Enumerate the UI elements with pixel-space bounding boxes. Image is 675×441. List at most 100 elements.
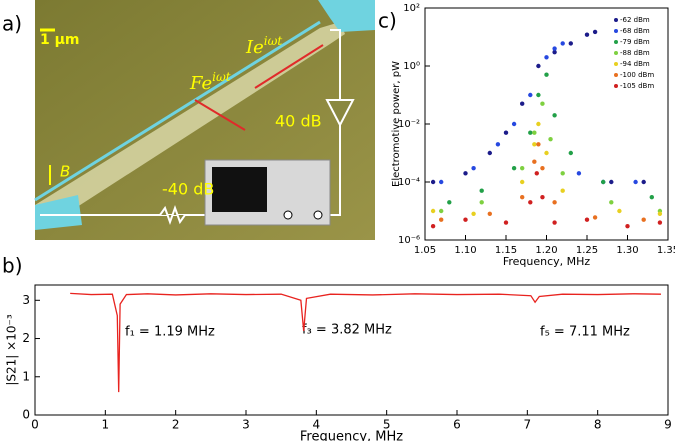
x-tick-label: 1.10 bbox=[454, 245, 476, 256]
data-point bbox=[528, 200, 533, 205]
x-tick-label: 9 bbox=[664, 418, 672, 432]
x-tick-label: 1.25 bbox=[576, 245, 598, 256]
y-tick-label: 10⁰ bbox=[403, 61, 420, 72]
x-tick-label: 1.35 bbox=[657, 245, 675, 256]
data-point bbox=[552, 113, 557, 118]
data-point bbox=[584, 32, 590, 37]
amp-label: 40 dB bbox=[275, 112, 322, 131]
x-tick-label: 1.05 bbox=[414, 245, 436, 256]
data-point bbox=[592, 29, 598, 35]
data-point bbox=[463, 171, 468, 176]
data-point bbox=[528, 130, 533, 135]
legend-label: -105 dBm bbox=[620, 82, 654, 90]
port bbox=[283, 210, 293, 220]
atten-label: -40 dB bbox=[162, 180, 214, 199]
current-label: Ieiωt bbox=[245, 34, 282, 59]
annotation: f₁ = 1.19 MHz bbox=[125, 325, 215, 340]
data-point bbox=[534, 171, 539, 176]
data-point bbox=[430, 179, 436, 185]
y-axis-label: Electromotive power, pW bbox=[391, 61, 402, 187]
data-point bbox=[536, 92, 541, 98]
data-point bbox=[544, 55, 549, 60]
data-point bbox=[584, 217, 590, 222]
data-point bbox=[540, 101, 545, 106]
data-point bbox=[592, 215, 598, 220]
data-point bbox=[544, 150, 549, 156]
data-point bbox=[511, 121, 517, 127]
data-point bbox=[552, 46, 557, 51]
data-point bbox=[536, 63, 541, 69]
legend-swatch bbox=[614, 29, 618, 33]
arrow bbox=[194, 99, 246, 131]
data-point bbox=[536, 142, 541, 147]
data-point bbox=[503, 220, 509, 225]
data-point bbox=[430, 208, 436, 214]
plot-frame bbox=[34, 284, 669, 416]
data-point bbox=[617, 208, 622, 214]
data-point bbox=[625, 223, 630, 229]
data-point bbox=[548, 136, 553, 142]
pad bbox=[35, 195, 82, 230]
y-tick-label: 10⁻² bbox=[398, 119, 420, 130]
data-point bbox=[430, 223, 436, 229]
data-point bbox=[520, 165, 525, 171]
y-tick-label: 2 bbox=[22, 331, 30, 345]
data-point bbox=[576, 171, 582, 176]
x-tick-label: 1.30 bbox=[616, 245, 638, 256]
legend-label: -88 dBm bbox=[620, 49, 650, 57]
data-point bbox=[520, 194, 525, 200]
data-point bbox=[479, 188, 484, 193]
annotation: f₅ = 7.11 MHz bbox=[540, 325, 630, 340]
data-point bbox=[609, 179, 614, 185]
data-point bbox=[520, 179, 525, 185]
y-tick-label: 3 bbox=[22, 293, 30, 307]
data-point bbox=[560, 41, 565, 46]
force-label: Feiωt bbox=[189, 70, 231, 95]
legend-swatch bbox=[614, 62, 618, 66]
data-point bbox=[520, 101, 525, 106]
legend-label: -68 dBm bbox=[620, 27, 650, 35]
legend-label: -94 dBm bbox=[620, 60, 650, 68]
x-tick-label: 7 bbox=[524, 418, 532, 432]
legend-swatch bbox=[614, 40, 618, 44]
scale-label: 1 µm bbox=[40, 32, 80, 48]
annotation: f₃ = 3.82 MHz bbox=[302, 323, 392, 338]
panel-label: b) bbox=[2, 254, 23, 278]
x-tick-label: 3 bbox=[242, 418, 250, 432]
x-tick-label: 4 bbox=[313, 418, 321, 432]
data-point bbox=[552, 220, 557, 225]
legend-label: -100 dBm bbox=[620, 71, 654, 79]
data-point bbox=[487, 211, 492, 217]
data-point bbox=[439, 217, 444, 222]
data-point bbox=[532, 159, 537, 164]
amplifier bbox=[325, 99, 355, 128]
y-tick-label: 0 bbox=[22, 408, 30, 422]
data-point bbox=[540, 194, 545, 200]
trace bbox=[34, 20, 321, 202]
x-tick-label: 6 bbox=[453, 418, 461, 432]
x-tick-label: 1.20 bbox=[535, 245, 557, 256]
legend-swatch bbox=[614, 84, 618, 88]
x-tick-label: 1 bbox=[102, 418, 110, 432]
data-point bbox=[657, 220, 663, 225]
x-tick-label: 8 bbox=[594, 418, 602, 432]
data-point bbox=[528, 92, 533, 98]
legend-swatch bbox=[614, 73, 618, 77]
data-point bbox=[511, 165, 517, 171]
data-point bbox=[609, 200, 614, 205]
attenuator bbox=[159, 205, 186, 225]
data-point bbox=[568, 150, 573, 156]
data-point bbox=[601, 179, 606, 185]
legend-swatch bbox=[614, 18, 618, 22]
x-tick-label: 1.15 bbox=[495, 245, 517, 256]
data-point bbox=[552, 200, 557, 205]
data-line bbox=[70, 292, 661, 393]
data-point bbox=[641, 179, 646, 185]
x-axis-label: Frequency, MHz bbox=[503, 255, 591, 268]
data-point bbox=[471, 165, 476, 171]
panel-label: c) bbox=[378, 9, 397, 33]
data-point bbox=[487, 150, 492, 156]
data-point bbox=[649, 194, 654, 200]
